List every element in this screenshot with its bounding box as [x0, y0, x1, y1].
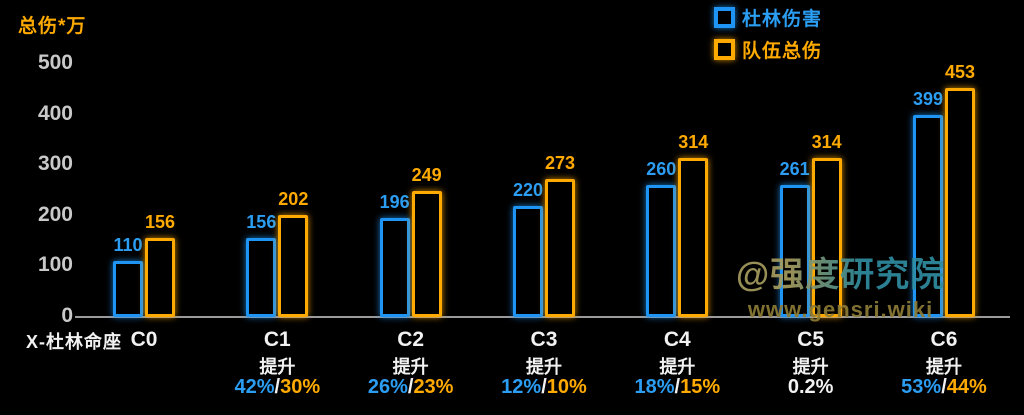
uplift-value-c6: 53%/44%: [879, 376, 1009, 399]
bar-durin-c4: [646, 185, 677, 317]
bar-value-team-c5: 314: [811, 132, 842, 153]
uplift-value-c4: 18%/15%: [612, 376, 742, 399]
bar-durin-c1: [246, 238, 277, 317]
uplift-value-c5: 0.2%: [746, 376, 876, 399]
uplift-label-c4: 提升: [659, 357, 696, 377]
bar-value-durin-c2: 196: [379, 191, 410, 212]
uplift-separator: /: [274, 376, 281, 398]
uplift-team-pct: 15%: [680, 376, 721, 398]
uplift-team-pct: 30%: [280, 376, 321, 398]
category-label-c2: C2: [397, 328, 425, 351]
category-label-c4: C4: [663, 328, 691, 351]
uplift-durin-pct: 42%: [234, 376, 275, 398]
bar-value-team-c0: 156: [144, 212, 176, 233]
legend-label-durin-damage: 杜林伤害: [742, 8, 823, 30]
uplift-plain-value: 0.2%: [787, 376, 834, 398]
x-axis-line: [75, 316, 1010, 318]
uplift-value-c1: 42%/30%: [212, 376, 342, 399]
bar-team-c1: [278, 214, 309, 317]
legend-item-durin-damage[interactable]: 杜林伤害: [714, 5, 823, 30]
category-label-c3: C3: [530, 328, 558, 351]
bar-durin-c0: [113, 261, 143, 317]
uplift-team-pct: 10%: [546, 376, 587, 398]
bar-value-durin-c4: 260: [646, 159, 677, 180]
watermark-url: www.gensri.wiki: [747, 297, 934, 322]
bar-value-durin-c5: 261: [779, 158, 810, 179]
y-tick-200: 200: [37, 202, 73, 226]
bar-value-team-c4: 314: [678, 132, 709, 153]
uplift-durin-pct: 53%: [901, 376, 942, 398]
legend-label-team-total-damage: 队伍总伤: [742, 40, 823, 62]
bar-durin-c5: [779, 184, 810, 317]
y-tick-400: 400: [37, 101, 73, 125]
bar-value-team-c2: 249: [411, 165, 442, 185]
bar-value-durin-c3: 220: [512, 179, 543, 200]
uplift-value-c2: 26%/23%: [346, 376, 476, 399]
y-tick-100: 100: [37, 253, 73, 277]
bar-durin-c3: [512, 205, 543, 317]
uplift-label-c2: 提升: [392, 357, 429, 377]
bar-value-durin-c1: 156: [246, 212, 277, 233]
y-tick-300: 300: [37, 152, 73, 176]
legend-swatch-orange-icon: [714, 38, 735, 60]
y-axis-title: 总伤*万: [18, 16, 87, 37]
y-tick-500: 500: [37, 51, 73, 74]
legend-item-team-total-damage[interactable]: 队伍总伤: [714, 37, 823, 62]
bar-value-durin-c0: 110: [113, 235, 143, 256]
uplift-durin-pct: 26%: [367, 376, 408, 398]
uplift-separator: /: [407, 376, 414, 398]
uplift-separator: /: [674, 376, 681, 398]
uplift-separator: /: [941, 376, 947, 398]
bar-value-team-c6: 453: [944, 61, 975, 82]
y-tick-0: 0: [61, 304, 73, 327]
bar-value-durin-c6: 399: [912, 89, 943, 110]
bar-team-c0: [145, 238, 175, 317]
uplift-label-c1: 提升: [259, 357, 296, 377]
uplift-separator: /: [541, 376, 547, 398]
bar-value-team-c1: 202: [278, 188, 309, 209]
uplift-team-pct: 44%: [946, 376, 987, 398]
bar-team-c3: [544, 178, 575, 317]
bar-team-c4: [678, 158, 709, 317]
uplift-label-c6: 提升: [925, 357, 962, 377]
x-axis-title: X-杜林命座: [26, 332, 122, 352]
uplift-durin-pct: 12%: [501, 376, 542, 398]
legend: 杜林伤害 队伍总伤: [714, 5, 822, 69]
uplift-team-pct: 23%: [413, 376, 454, 398]
legend-swatch-blue-icon: [714, 6, 735, 28]
category-label-c1: C1: [263, 328, 291, 351]
bar-value-team-c3: 273: [544, 152, 575, 173]
bar-durin-c6: [912, 115, 943, 317]
category-label-c6: C6: [930, 328, 958, 351]
watermark-brand: @强度研究院: [736, 247, 945, 296]
uplift-label-c5: 提升: [792, 357, 829, 377]
bar-durin-c2: [379, 217, 410, 317]
uplift-value-c3: 12%/10%: [479, 376, 609, 399]
watermark: @强度研究院 www.gensri.wiki: [736, 247, 945, 323]
uplift-label-c3: 提升: [525, 357, 562, 377]
category-label-c0: C0: [130, 328, 158, 351]
uplift-durin-pct: 18%: [634, 376, 675, 398]
category-label-c5: C5: [797, 328, 825, 351]
bar-team-c5: [811, 158, 842, 317]
bar-team-c2: [411, 191, 442, 317]
bar-team-c6: [944, 87, 975, 317]
